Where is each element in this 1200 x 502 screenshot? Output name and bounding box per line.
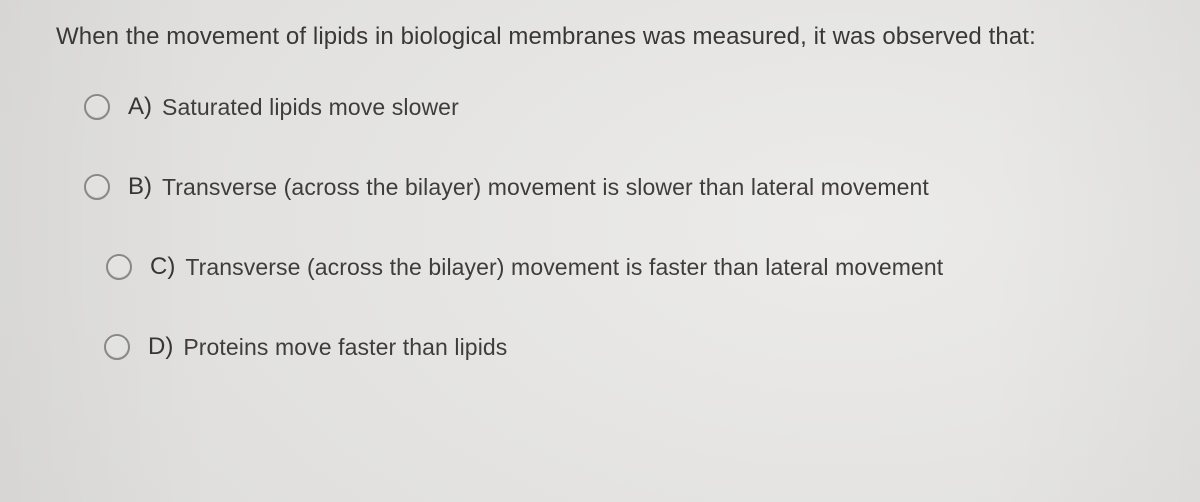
option-text: Saturated lipids move slower	[162, 94, 459, 121]
option-text: Proteins move faster than lipids	[183, 334, 507, 361]
radio-icon[interactable]	[106, 254, 132, 280]
option-d[interactable]: D) Proteins move faster than lipids	[104, 333, 1144, 361]
option-letter: B)	[128, 173, 152, 201]
option-letter: C)	[150, 253, 175, 281]
option-letter: D)	[148, 333, 173, 361]
option-a[interactable]: A) Saturated lipids move slower	[84, 93, 1144, 121]
option-c[interactable]: C) Transverse (across the bilayer) movem…	[106, 253, 1144, 281]
option-letter: A)	[128, 93, 152, 121]
question-card: When the movement of lipids in biologica…	[0, 0, 1200, 502]
question-stem: When the movement of lipids in biologica…	[56, 18, 1096, 55]
option-text: Transverse (across the bilayer) movement…	[185, 254, 943, 281]
radio-icon[interactable]	[104, 334, 130, 360]
options-group: A) Saturated lipids move slower B) Trans…	[56, 93, 1144, 361]
radio-icon[interactable]	[84, 174, 110, 200]
option-text: Transverse (across the bilayer) movement…	[162, 174, 929, 201]
radio-icon[interactable]	[84, 94, 110, 120]
option-b[interactable]: B) Transverse (across the bilayer) movem…	[84, 173, 1144, 201]
